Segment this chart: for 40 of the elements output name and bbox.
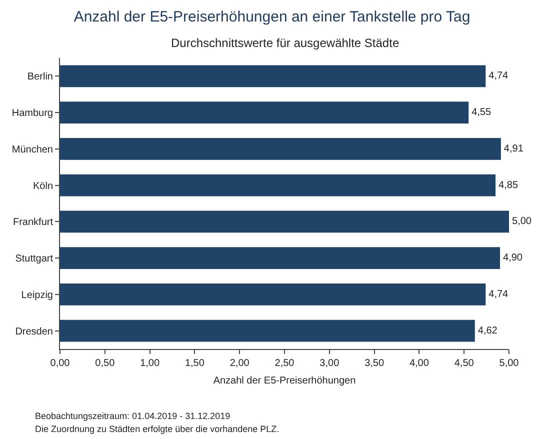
x-tick-label: 2,00 [230,358,250,369]
text: Die Zuordnung zu Städten erfolgte über die vorhandene PLZ. [35,424,280,434]
x-tick-label: 4,50 [454,358,474,369]
bar [60,138,501,160]
data-label: 4,91 [504,143,524,154]
data-label: 4,74 [488,70,509,82]
bar [60,320,475,342]
y-tick-label: Frankfurt [12,217,54,228]
data-label: 5,00 [512,216,532,228]
x-tick-label: 1,00 [140,358,160,369]
x-axis-title: Anzahl der E5-Preiserhöhungen [213,376,356,386]
data-label: 4,74 [488,288,509,300]
chart-subtitle: Durchschnittswerte für ausgewählte Städte [171,36,400,50]
x-tick-label: 0,50 [95,358,116,369]
x-tick-label: 5,00 [499,358,520,369]
bar [60,284,486,306]
y-tick-label: Hamburg [12,108,53,120]
y-tick-label: Stuttgart [15,254,54,265]
bar [60,65,486,88]
y-tick-label: Köln [32,180,53,192]
data-label: 4,62 [478,325,498,336]
bar [60,102,469,124]
y-tick-label: Dresden [15,326,53,338]
y-tick-label: Berlin [27,72,53,83]
bar [60,210,509,233]
x-tick-label: 3,50 [364,358,384,369]
data-label: 4,55 [472,107,492,118]
chart-title: Anzahl der E5-Preiserhöhungen an einer Tankstelle pro Tag [74,8,470,26]
x-tick-label: 1,50 [184,358,205,369]
x-tick-label: 2,50 [274,358,295,369]
text: Beobachtungszeitraum: 01.04.2019 - 31.12.2019 [35,411,230,421]
y-tick-label: Leipzig [21,290,53,301]
x-tick-label: 4,00 [409,358,430,369]
bar [60,174,496,196]
data-label: 4,90 [503,252,523,264]
x-tick-label: 3,00 [320,358,340,369]
bar [60,247,500,269]
x-tick-label: 0,00 [50,358,70,369]
data-label: 4,85 [498,180,518,191]
y-tick-label: München [12,144,53,156]
